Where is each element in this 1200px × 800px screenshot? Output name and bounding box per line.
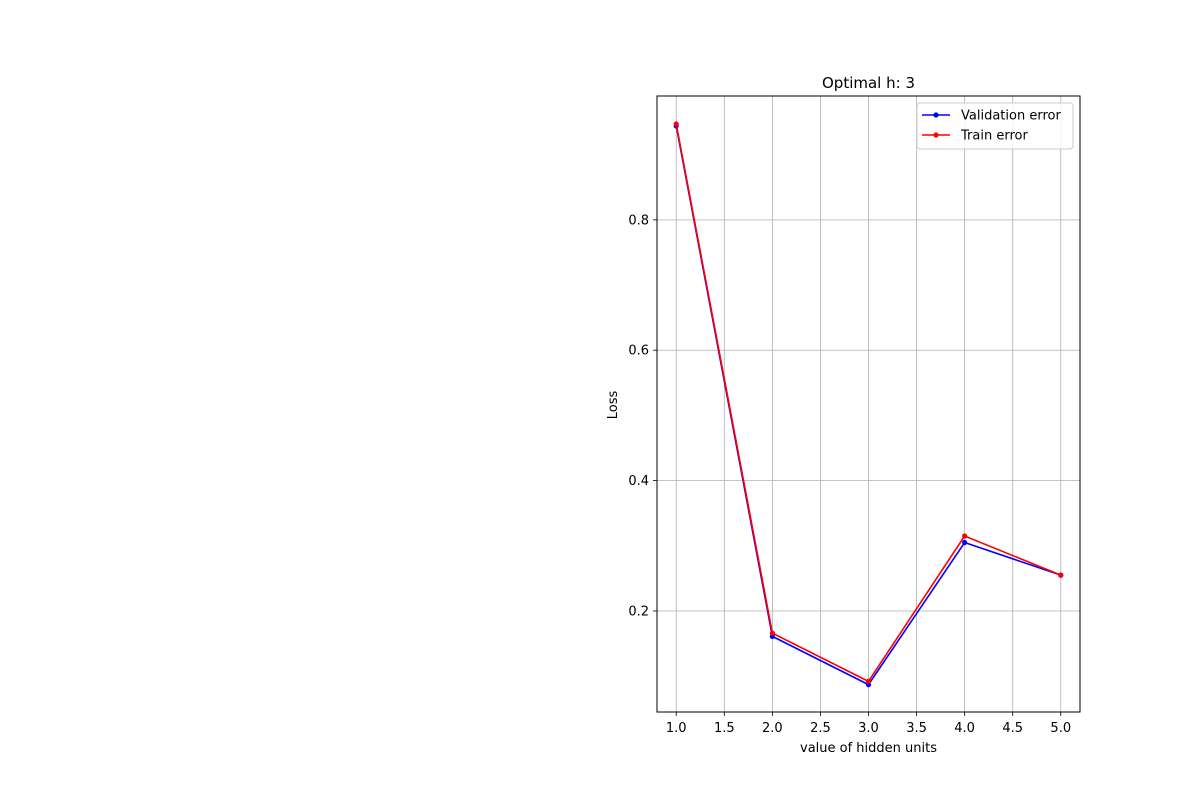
y-tick-label: 0.4: [628, 474, 649, 489]
legend-label: Validation error: [961, 109, 1061, 124]
y-axis-ticks: 0.2 0.4 0.6 0.8: [628, 213, 657, 619]
y-tick-label: 0.8: [628, 213, 649, 228]
data-point: [673, 121, 679, 127]
data-point: [962, 533, 968, 539]
data-point: [962, 539, 968, 546]
x-tick-label: 3.5: [906, 721, 927, 736]
grid-lines: [657, 96, 1080, 712]
legend-marker: [933, 132, 939, 138]
legend-label: Train error: [960, 129, 1028, 144]
x-axis-ticks: 1.0 1.5 2.0 2.5 3.0 3.5 4.0 4.5 5.0: [666, 712, 1071, 736]
x-tick-label: 2.0: [762, 721, 783, 736]
x-axis-label: value of hidden units: [800, 741, 937, 756]
legend-box: [916, 102, 1074, 150]
x-tick-label: 2.5: [810, 721, 831, 736]
x-tick-label: 1.5: [714, 721, 735, 736]
y-tick-label: 0.2: [628, 604, 649, 619]
chart-title: Optimal h: 3: [822, 74, 915, 92]
series-layer: [673, 121, 1064, 688]
x-tick-label: 5.0: [1050, 721, 1071, 736]
legend: Validation error Train error: [916, 102, 1074, 150]
y-axis-label: Loss: [606, 391, 621, 420]
y-tick-label: 0.6: [628, 344, 649, 359]
data-point: [769, 630, 775, 636]
x-tick-label: 4.0: [954, 721, 975, 736]
data-point: [865, 678, 872, 684]
x-tick-label: 1.0: [666, 721, 687, 736]
legend-marker: [933, 112, 939, 118]
x-tick-label: 4.5: [1002, 721, 1023, 736]
x-tick-label: 3.0: [858, 721, 879, 736]
data-point: [1058, 572, 1064, 578]
